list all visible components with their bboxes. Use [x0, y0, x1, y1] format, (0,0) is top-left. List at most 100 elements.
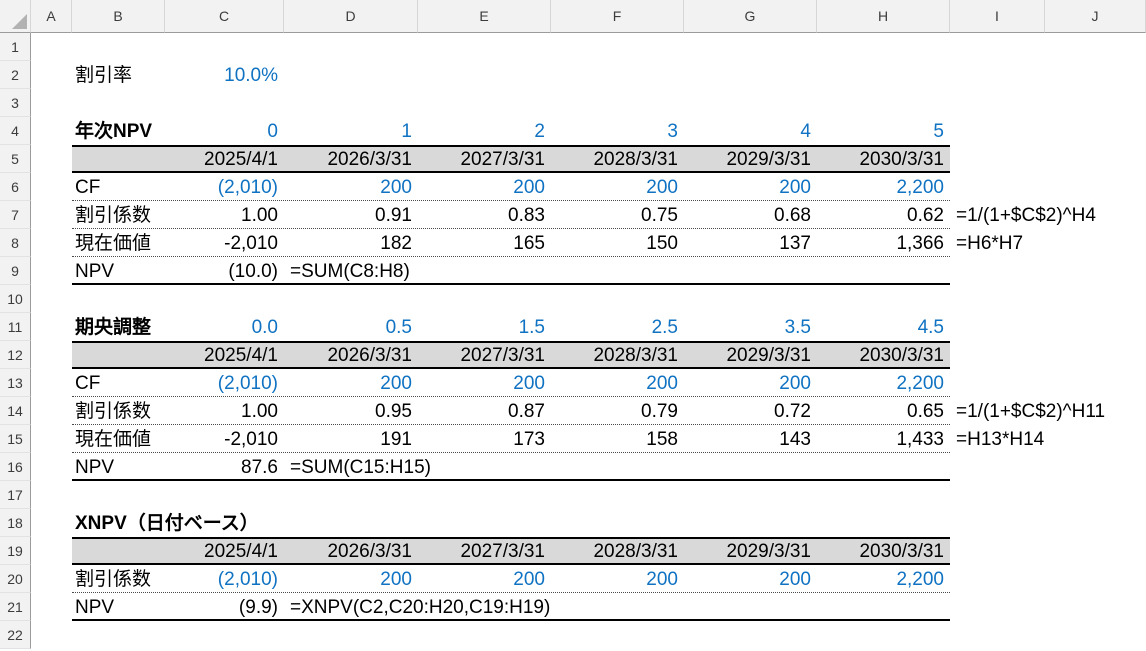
cell-B14[interactable]: 割引係数	[75, 400, 152, 422]
row-header-4[interactable]: 4	[0, 117, 31, 145]
cell-B20[interactable]: 割引係数	[75, 568, 152, 590]
cell-I8[interactable]: =H6*H7	[956, 232, 1024, 254]
cell-D13[interactable]: 200	[380, 372, 412, 394]
cell-H12[interactable]: 2030/3/31	[859, 344, 944, 366]
cell-C20[interactable]: (2,010)	[217, 568, 278, 590]
cell-C4[interactable]: 0	[267, 120, 278, 142]
cell-G14[interactable]: 0.72	[774, 400, 811, 422]
column-header-A[interactable]: A	[31, 0, 72, 33]
cell-E13[interactable]: 200	[513, 372, 545, 394]
cell-F6[interactable]: 200	[646, 176, 678, 198]
cell-D8[interactable]: 182	[380, 232, 412, 254]
cell-E20[interactable]: 200	[513, 568, 545, 590]
row-header-13[interactable]: 13	[0, 369, 31, 397]
cell-D21[interactable]: =XNPV(C2,C20:H20,C19:H19)	[290, 596, 551, 618]
cell-C11[interactable]: 0.0	[251, 316, 278, 338]
cell-H13[interactable]: 2,200	[896, 372, 944, 394]
cell-H14[interactable]: 0.65	[907, 400, 944, 422]
cell-G6[interactable]: 200	[779, 176, 811, 198]
cell-B15[interactable]: 現在価値	[75, 428, 152, 450]
cell-D9[interactable]: =SUM(C8:H8)	[290, 260, 410, 282]
select-all-corner[interactable]	[0, 0, 31, 33]
row-header-5[interactable]: 5	[0, 145, 31, 173]
cell-D7[interactable]: 0.91	[375, 204, 412, 226]
cell-I15[interactable]: =H13*H14	[956, 428, 1045, 450]
cell-E5[interactable]: 2027/3/31	[460, 148, 545, 170]
cell-C16[interactable]: 87.6	[241, 456, 278, 478]
cell-H20[interactable]: 2,200	[896, 568, 944, 590]
cell-D5[interactable]: 2026/3/31	[327, 148, 412, 170]
cell-H6[interactable]: 2,200	[896, 176, 944, 198]
cell-D14[interactable]: 0.95	[375, 400, 412, 422]
cell-F8[interactable]: 150	[646, 232, 678, 254]
cell-E11[interactable]: 1.5	[518, 316, 545, 338]
cell-C15[interactable]: -2,010	[224, 428, 278, 450]
cell-F13[interactable]: 200	[646, 372, 678, 394]
row-header-21[interactable]: 21	[0, 593, 31, 621]
cell-G4[interactable]: 4	[800, 120, 811, 142]
cell-B2[interactable]: 割引率	[75, 64, 133, 86]
cell-I14[interactable]: =1/(1+$C$2)^H11	[956, 400, 1106, 422]
cell-G15[interactable]: 143	[779, 428, 811, 450]
cell-D6[interactable]: 200	[380, 176, 412, 198]
cell-D15[interactable]: 191	[380, 428, 412, 450]
column-header-B[interactable]: B	[72, 0, 165, 33]
cell-C2[interactable]: 10.0%	[224, 64, 278, 86]
cell-G19[interactable]: 2029/3/31	[726, 540, 811, 562]
cell-C14[interactable]: 1.00	[241, 400, 278, 422]
cell-G5[interactable]: 2029/3/31	[726, 148, 811, 170]
row-header-11[interactable]: 11	[0, 313, 31, 341]
cell-B8[interactable]: 現在価値	[75, 232, 152, 254]
column-header-H[interactable]: H	[817, 0, 950, 33]
column-header-D[interactable]: D	[284, 0, 418, 33]
cell-F12[interactable]: 2028/3/31	[593, 344, 678, 366]
cell-E12[interactable]: 2027/3/31	[460, 344, 545, 366]
cell-G12[interactable]: 2029/3/31	[726, 344, 811, 366]
column-header-G[interactable]: G	[684, 0, 817, 33]
cell-G8[interactable]: 137	[779, 232, 811, 254]
row-header-2[interactable]: 2	[0, 61, 31, 89]
cell-B13[interactable]: CF	[75, 372, 101, 394]
cell-G11[interactable]: 3.5	[784, 316, 811, 338]
row-header-18[interactable]: 18	[0, 509, 31, 537]
cell-B7[interactable]: 割引係数	[75, 204, 152, 226]
cell-E8[interactable]: 165	[513, 232, 545, 254]
row-header-10[interactable]: 10	[0, 285, 31, 313]
cell-B6[interactable]: CF	[75, 176, 101, 198]
cell-D20[interactable]: 200	[380, 568, 412, 590]
column-header-F[interactable]: F	[551, 0, 684, 33]
column-header-E[interactable]: E	[418, 0, 551, 33]
cell-H19[interactable]: 2030/3/31	[859, 540, 944, 562]
cell-C21[interactable]: (9.9)	[238, 596, 278, 618]
row-header-6[interactable]: 6	[0, 173, 31, 201]
row-header-9[interactable]: 9	[0, 257, 31, 285]
cell-E6[interactable]: 200	[513, 176, 545, 198]
cell-F4[interactable]: 3	[667, 120, 678, 142]
cell-H5[interactable]: 2030/3/31	[859, 148, 944, 170]
cell-H11[interactable]: 4.5	[917, 316, 944, 338]
cell-H8[interactable]: 1,366	[896, 232, 944, 254]
cell-E19[interactable]: 2027/3/31	[460, 540, 545, 562]
row-header-17[interactable]: 17	[0, 481, 31, 509]
cell-D11[interactable]: 0.5	[385, 316, 412, 338]
cell-D4[interactable]: 1	[401, 120, 412, 142]
cell-B4[interactable]: 年次NPV	[75, 120, 153, 142]
row-header-7[interactable]: 7	[0, 201, 31, 229]
cell-F20[interactable]: 200	[646, 568, 678, 590]
cell-E14[interactable]: 0.87	[508, 400, 545, 422]
row-header-12[interactable]: 12	[0, 341, 31, 369]
cell-G13[interactable]: 200	[779, 372, 811, 394]
cell-B21[interactable]: NPV	[75, 596, 115, 618]
cell-I7[interactable]: =1/(1+$C$2)^H4	[956, 204, 1096, 226]
row-header-8[interactable]: 8	[0, 229, 31, 257]
cell-B16[interactable]: NPV	[75, 456, 115, 478]
cell-C5[interactable]: 2025/4/1	[204, 148, 278, 170]
cell-E7[interactable]: 0.83	[508, 204, 545, 226]
cell-C12[interactable]: 2025/4/1	[204, 344, 278, 366]
row-header-20[interactable]: 20	[0, 565, 31, 593]
cell-B9[interactable]: NPV	[75, 260, 115, 282]
row-header-1[interactable]: 1	[0, 33, 31, 61]
row-header-15[interactable]: 15	[0, 425, 31, 453]
cell-C9[interactable]: (10.0)	[228, 260, 278, 282]
cell-E4[interactable]: 2	[534, 120, 545, 142]
